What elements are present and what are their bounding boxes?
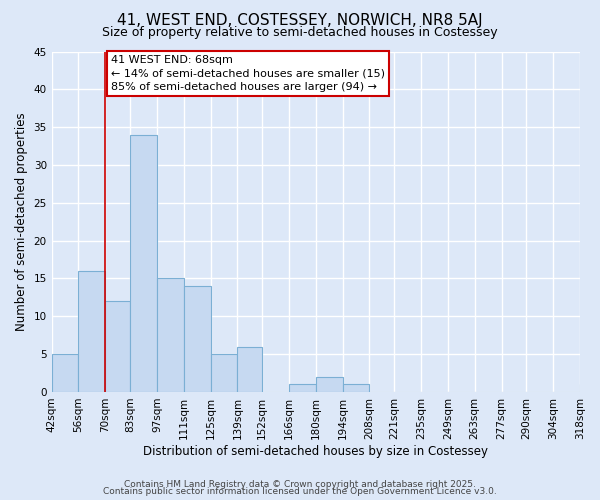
Text: Contains public sector information licensed under the Open Government Licence v3: Contains public sector information licen… [103, 488, 497, 496]
Bar [52, 354, 79, 392]
Bar [343, 384, 370, 392]
Bar [184, 286, 211, 392]
Bar [105, 301, 130, 392]
Y-axis label: Number of semi-detached properties: Number of semi-detached properties [15, 112, 28, 331]
Text: 41, WEST END, COSTESSEY, NORWICH, NR8 5AJ: 41, WEST END, COSTESSEY, NORWICH, NR8 5A… [117, 12, 483, 28]
Bar [238, 346, 262, 392]
Bar [211, 354, 238, 392]
Text: Contains HM Land Registry data © Crown copyright and database right 2025.: Contains HM Land Registry data © Crown c… [124, 480, 476, 489]
Bar [157, 278, 184, 392]
Text: 41 WEST END: 68sqm
← 14% of semi-detached houses are smaller (15)
85% of semi-de: 41 WEST END: 68sqm ← 14% of semi-detache… [111, 56, 385, 92]
Bar [316, 377, 343, 392]
Text: Size of property relative to semi-detached houses in Costessey: Size of property relative to semi-detach… [102, 26, 498, 39]
Bar [79, 271, 105, 392]
X-axis label: Distribution of semi-detached houses by size in Costessey: Distribution of semi-detached houses by … [143, 444, 488, 458]
Bar [580, 384, 600, 392]
Bar [130, 134, 157, 392]
Bar [289, 384, 316, 392]
